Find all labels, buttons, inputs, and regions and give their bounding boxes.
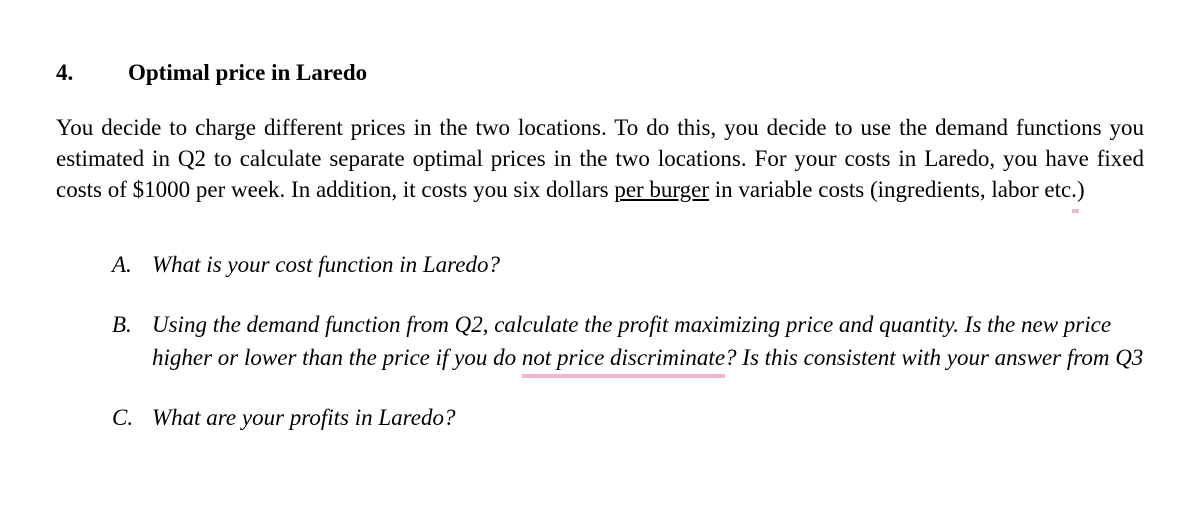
sub-question-text: Using the demand function from Q2, calcu… [152,309,1144,373]
body-segment: ) [1077,177,1085,202]
question-title: Optimal price in Laredo [128,60,367,86]
body-underlined-phrase: per burger [614,177,709,202]
body-segment: in variable costs (ingredients, labor [709,177,1044,202]
question-header: 4. Optimal price in Laredo [56,60,1144,86]
sub-question-c: C. What are your profits in Laredo? [112,402,1144,434]
sub-question-b: B. Using the demand function from Q2, ca… [112,309,1144,373]
sub-question-list: A. What is your cost function in Laredo?… [112,249,1144,434]
sub-marker: C. [112,402,152,434]
proofread-mark-not-price-discriminate: not price discriminate [522,342,725,374]
sub-marker: B. [112,309,152,341]
sub-question-text: What are your profits in Laredo? [152,402,1144,434]
sub-marker: A. [112,249,152,281]
question-body: You decide to charge different prices in… [56,112,1144,205]
question-number: 4. [56,60,128,86]
sub-question-text: What is your cost function in Laredo? [152,249,1144,281]
sub-b-segment: ? Is this consistent with your answer fr… [725,345,1143,370]
proofread-mark-etc: etc. [1044,174,1077,205]
sub-question-a: A. What is your cost function in Laredo? [112,249,1144,281]
exam-question-page: 4. Optimal price in Laredo You decide to… [0,0,1200,527]
